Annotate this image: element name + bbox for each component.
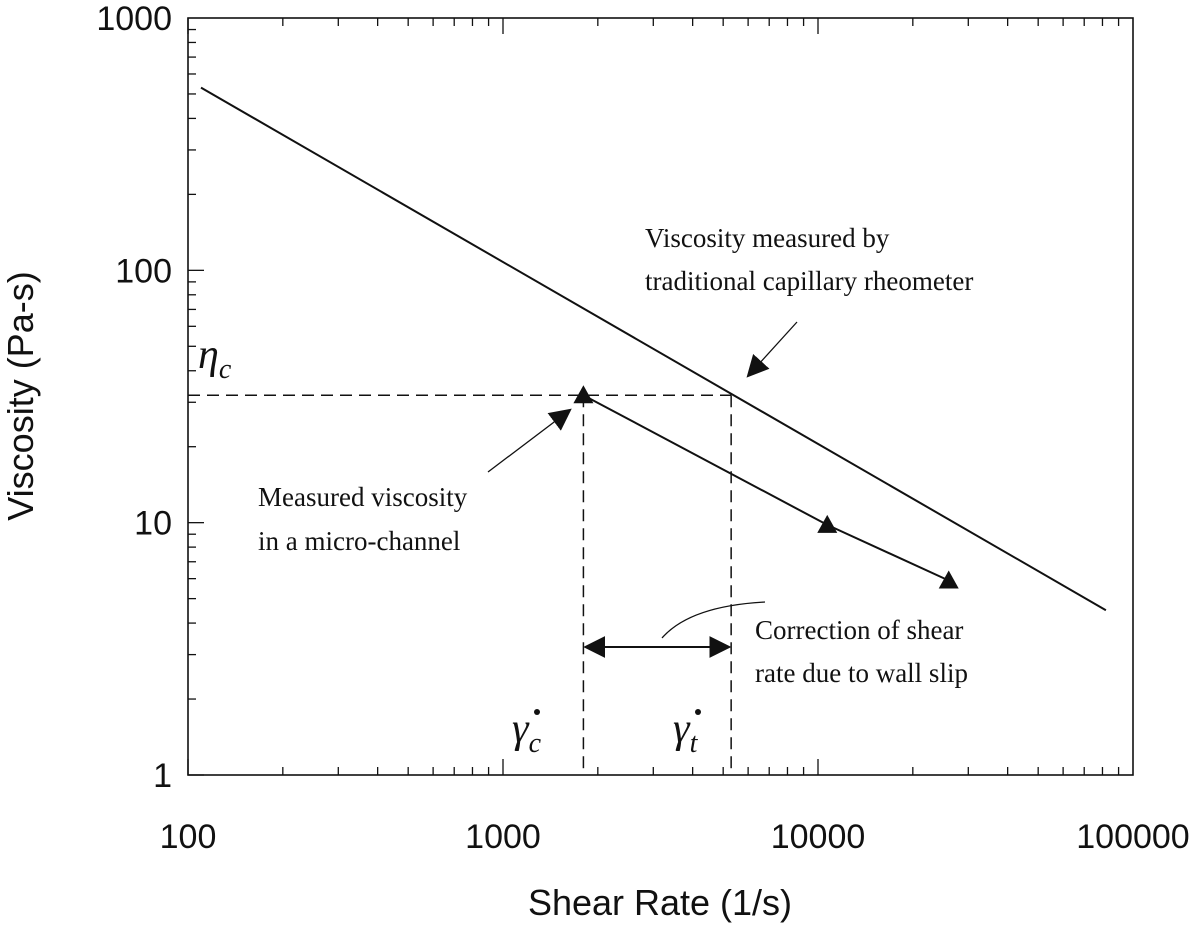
micro-channel-pointer-arrow xyxy=(487,408,572,473)
data-point-marker xyxy=(817,514,838,533)
x-axis-label: Shear Rate (1/s) xyxy=(528,882,792,923)
x-tick-label: 100000 xyxy=(1076,818,1189,856)
y-tick-label: 100 xyxy=(115,252,172,290)
x-tick-label: 1000 xyxy=(465,818,541,856)
gamma-t-symbol: γt xyxy=(673,706,699,759)
capillary-pointer-arrow xyxy=(746,321,798,378)
gamma-t-dot xyxy=(695,709,701,715)
gamma-c-dot xyxy=(534,709,540,715)
data-point-marker xyxy=(938,570,959,589)
x-tick-label: 10000 xyxy=(771,818,866,856)
wall-slip-annotation: Correction of shear rate due to wall sli… xyxy=(755,615,970,688)
micro-channel-annotation: Measured viscosity in a micro-channel xyxy=(258,482,474,556)
plot-frame xyxy=(187,17,1134,776)
capillary-annotation: Viscosity measured by traditional capill… xyxy=(645,223,973,296)
eta-c-symbol: ηc xyxy=(198,332,232,385)
data-series xyxy=(200,86,1107,612)
y-axis-label: Viscosity (Pa-s) xyxy=(0,271,41,520)
reference-lines xyxy=(188,394,732,775)
annotation-arrows xyxy=(487,321,798,658)
axis-ticks xyxy=(187,18,1120,776)
data-point-marker xyxy=(573,385,594,404)
gamma-c-symbol: γc xyxy=(512,706,542,759)
axis-tick-labels: 100 1000 10000 100000 1 10 100 1000 xyxy=(96,0,1189,856)
y-tick-label: 1000 xyxy=(96,0,172,38)
y-tick-label: 10 xyxy=(134,505,172,543)
series-line-1 xyxy=(200,86,1107,612)
x-tick-label: 100 xyxy=(160,818,217,856)
wall-slip-leader-line xyxy=(661,601,766,639)
y-tick-label: 1 xyxy=(153,757,172,795)
